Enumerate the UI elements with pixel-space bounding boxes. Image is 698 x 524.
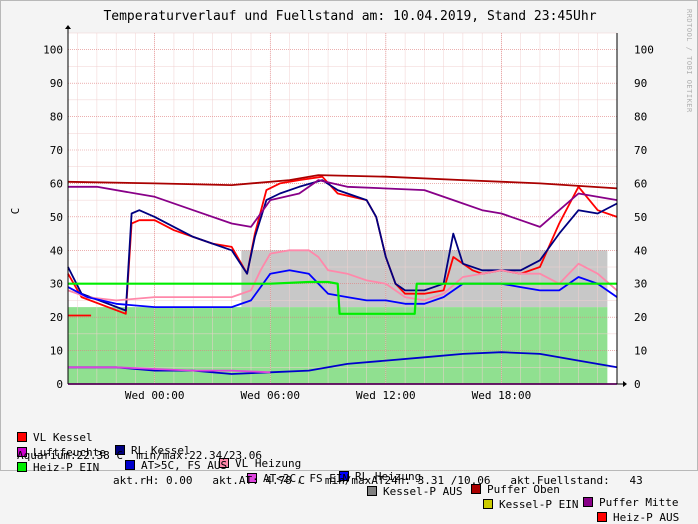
y-tick-label-right: 30 <box>634 278 647 291</box>
series-line-5 <box>68 179 618 228</box>
legend-item-puffer-mitte: Puffer Mitte <box>583 496 678 509</box>
y-tick-label-right: 70 <box>634 144 647 157</box>
y-tick-label-right: 10 <box>634 345 647 358</box>
series-line-8 <box>68 366 271 374</box>
x-tick-label: Wed 12:00 <box>356 389 416 402</box>
y-tick-label-left: 40 <box>50 244 63 257</box>
x-tick-label: Wed 00:00 <box>125 389 185 402</box>
legend-item-heiz-p-aus: Heiz-P AUS <box>597 511 679 524</box>
legend-item-vl-kessel: VL Kessel <box>17 431 93 444</box>
y-tick-label-left: 90 <box>50 77 63 90</box>
y-tick-label-right: 20 <box>634 311 647 324</box>
series-line-12 <box>68 280 617 315</box>
series-line-1 <box>67 179 618 312</box>
series-line-7 <box>68 351 618 375</box>
chart-svg: 0 0 10 10 20 20 30 30 40 40 50 50 60 60 70 70 80 80 90 90 10… <box>9 25 654 402</box>
series-line-3 <box>67 269 618 308</box>
y-tick-label-left: 50 <box>50 211 63 224</box>
y-tick-label-left: 20 <box>50 311 63 324</box>
chart-title: Temperaturverlauf und Fuellstand am: 10.… <box>103 9 597 24</box>
y-axis-label: C <box>9 208 22 215</box>
y-tick-label-right: 80 <box>634 111 647 124</box>
y-tick-label-right: 50 <box>634 211 647 224</box>
y-tick-label-left: 70 <box>50 144 63 157</box>
y-tick-label-left: 10 <box>50 345 63 358</box>
y-tick-label-left: 30 <box>50 278 63 291</box>
stats-line-2: Aquarium:22.38 C min/max:22.34/23.06 <box>17 449 263 462</box>
y-tick-label-right: 0 <box>634 378 641 391</box>
legend-item-luftfeuchte: Luftfeuchte <box>17 446 106 459</box>
stats-line-1: akt.rH: 0.00 akt.AT: 4.78 C min/maxAT24h… <box>113 474 643 487</box>
fill-area-fuellstand <box>68 307 608 384</box>
watermark: RRDTOOL / TOBI OETIKER <box>685 9 693 113</box>
x-tick-label: Wed 18:00 <box>472 389 532 402</box>
y-tick-label-right: 100 <box>634 44 654 57</box>
legend-item-at-gt5: AT>5C, FS AUS <box>125 459 227 472</box>
legend-item-kessel-p-ein: Kessel-P EIN <box>483 498 578 511</box>
y-tick-label-right: 90 <box>634 77 647 90</box>
y-tick-label-left: 80 <box>50 111 63 124</box>
y-tick-label-left: 0 <box>56 378 63 391</box>
y-tick-label-right: 60 <box>634 177 647 190</box>
legend-item-vl-heizung: VL Heizung <box>219 457 301 470</box>
series-line-2 <box>67 249 618 302</box>
x-tick-label: Wed 06:00 <box>240 389 300 402</box>
legend-item-heiz-p-ein: Heiz-P EIN <box>17 461 99 474</box>
y-tick-label-right: 40 <box>634 244 647 257</box>
y-tick-label-left: 60 <box>50 177 63 190</box>
y-tick-label-left: 100 <box>43 44 63 57</box>
y-axis-arrow <box>65 25 71 29</box>
legend-item-rl-kessel: RL Kessel <box>115 444 191 457</box>
x-axis-arrow <box>623 381 627 387</box>
series-line-4 <box>67 174 618 190</box>
